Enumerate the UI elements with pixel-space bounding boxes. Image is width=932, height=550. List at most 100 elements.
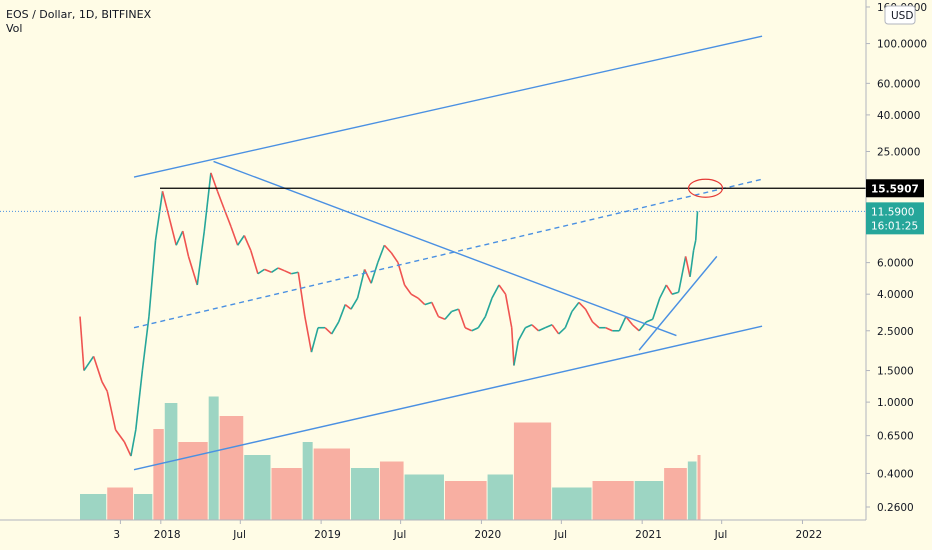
price-axis-bg bbox=[866, 0, 932, 550]
price-segment bbox=[271, 267, 279, 273]
price-segment bbox=[79, 316, 85, 371]
price-segment bbox=[645, 318, 654, 323]
y-tick-label: 2.5000 bbox=[877, 326, 914, 338]
volume-bar bbox=[444, 481, 487, 520]
price-segment bbox=[538, 326, 546, 332]
volume-bar bbox=[552, 487, 592, 520]
price-segment bbox=[571, 301, 580, 313]
price-segment bbox=[659, 284, 668, 299]
price-segment bbox=[451, 308, 459, 313]
y-tick-label: 0.2600 bbox=[877, 502, 914, 514]
price-segment bbox=[310, 327, 319, 353]
price-segment bbox=[175, 230, 184, 246]
price-segment bbox=[417, 297, 426, 306]
drawing-tools[interactable] bbox=[0, 35, 866, 471]
price-segment bbox=[390, 252, 399, 264]
price-segment bbox=[250, 250, 259, 274]
price-segment bbox=[484, 297, 493, 317]
price-segment bbox=[517, 327, 527, 342]
currency-badge[interactable] bbox=[884, 5, 916, 25]
price-segment bbox=[297, 272, 306, 317]
price-segment bbox=[424, 301, 433, 306]
trendline[interactable] bbox=[133, 325, 763, 471]
currency-label: USD bbox=[891, 10, 913, 22]
price-segment bbox=[544, 324, 553, 329]
price-segment bbox=[123, 441, 132, 457]
price-segment bbox=[677, 256, 687, 293]
volume-bars bbox=[80, 396, 701, 520]
x-tick-label: Jul bbox=[232, 529, 246, 541]
last-price-label: 11.5900 bbox=[871, 206, 914, 218]
price-segment bbox=[148, 240, 157, 317]
price-segment bbox=[584, 308, 594, 323]
price-segment bbox=[370, 262, 379, 284]
price-series bbox=[79, 172, 699, 457]
volume-bar bbox=[697, 455, 701, 520]
price-segment bbox=[383, 244, 392, 254]
price-segment bbox=[363, 269, 372, 284]
x-tick-label: 2018 bbox=[154, 529, 181, 541]
price-segment bbox=[337, 304, 347, 323]
trendline[interactable] bbox=[133, 35, 763, 178]
price-segment bbox=[403, 284, 412, 295]
price-segment bbox=[464, 326, 473, 332]
price-segment bbox=[491, 284, 500, 299]
price-segment bbox=[651, 297, 661, 320]
price-segment bbox=[431, 302, 440, 317]
price-segment bbox=[558, 327, 566, 335]
x-tick-label: 2022 bbox=[795, 529, 822, 541]
trendline[interactable] bbox=[133, 178, 763, 329]
price-segment bbox=[141, 316, 150, 371]
volume-bar bbox=[313, 448, 350, 520]
y-tick-label: 4.0000 bbox=[877, 289, 914, 301]
volume-bar bbox=[134, 494, 153, 520]
price-segment bbox=[671, 291, 679, 295]
price-segment bbox=[166, 208, 177, 246]
resistance-badge bbox=[866, 179, 924, 198]
price-segment bbox=[498, 284, 507, 295]
price-segment bbox=[196, 230, 206, 286]
volume-bar bbox=[107, 487, 134, 520]
x-tick-label: 3 bbox=[113, 529, 120, 541]
trendline[interactable] bbox=[638, 255, 718, 351]
x-tick-label: 2021 bbox=[635, 529, 662, 541]
price-segment bbox=[264, 268, 272, 274]
volume-bar bbox=[178, 442, 208, 520]
price-segment bbox=[344, 303, 352, 310]
volume-bar bbox=[219, 416, 244, 520]
trendline[interactable] bbox=[213, 160, 677, 337]
price-segment bbox=[377, 244, 386, 263]
y-tick-label: 40.0000 bbox=[877, 110, 920, 122]
price-segment bbox=[330, 321, 340, 335]
volume-bar bbox=[404, 474, 444, 520]
price-segment bbox=[257, 268, 265, 275]
price-segment bbox=[551, 324, 560, 335]
price-segment bbox=[284, 270, 292, 275]
price-segment bbox=[592, 321, 600, 329]
symbol-title[interactable]: EOS / Dollar, 1D, BITFINEX bbox=[6, 8, 152, 21]
x-tick-label: 2019 bbox=[314, 529, 341, 541]
volume-label[interactable]: Vol bbox=[6, 22, 23, 35]
volume-bar bbox=[592, 481, 634, 520]
price-segment bbox=[510, 327, 515, 366]
highlight-circle bbox=[687, 178, 724, 198]
price-segment bbox=[457, 308, 466, 328]
price-segment bbox=[525, 324, 533, 329]
price-segment bbox=[578, 301, 587, 310]
y-tick-label: 6.0000 bbox=[877, 258, 914, 270]
price-segment bbox=[692, 240, 697, 251]
y-tick-label: 100.0000 bbox=[877, 39, 927, 51]
price-segment bbox=[350, 297, 359, 310]
price-segment bbox=[477, 316, 487, 329]
price-segment bbox=[187, 256, 199, 286]
volume-bar bbox=[271, 468, 302, 520]
price-segment bbox=[130, 429, 137, 457]
price-segment bbox=[689, 250, 695, 277]
chart-header: EOS / Dollar, 1D, BITFINEX Vol bbox=[6, 8, 151, 36]
price-segment bbox=[410, 293, 419, 299]
price-segment bbox=[684, 256, 691, 277]
price-segment bbox=[114, 429, 126, 443]
